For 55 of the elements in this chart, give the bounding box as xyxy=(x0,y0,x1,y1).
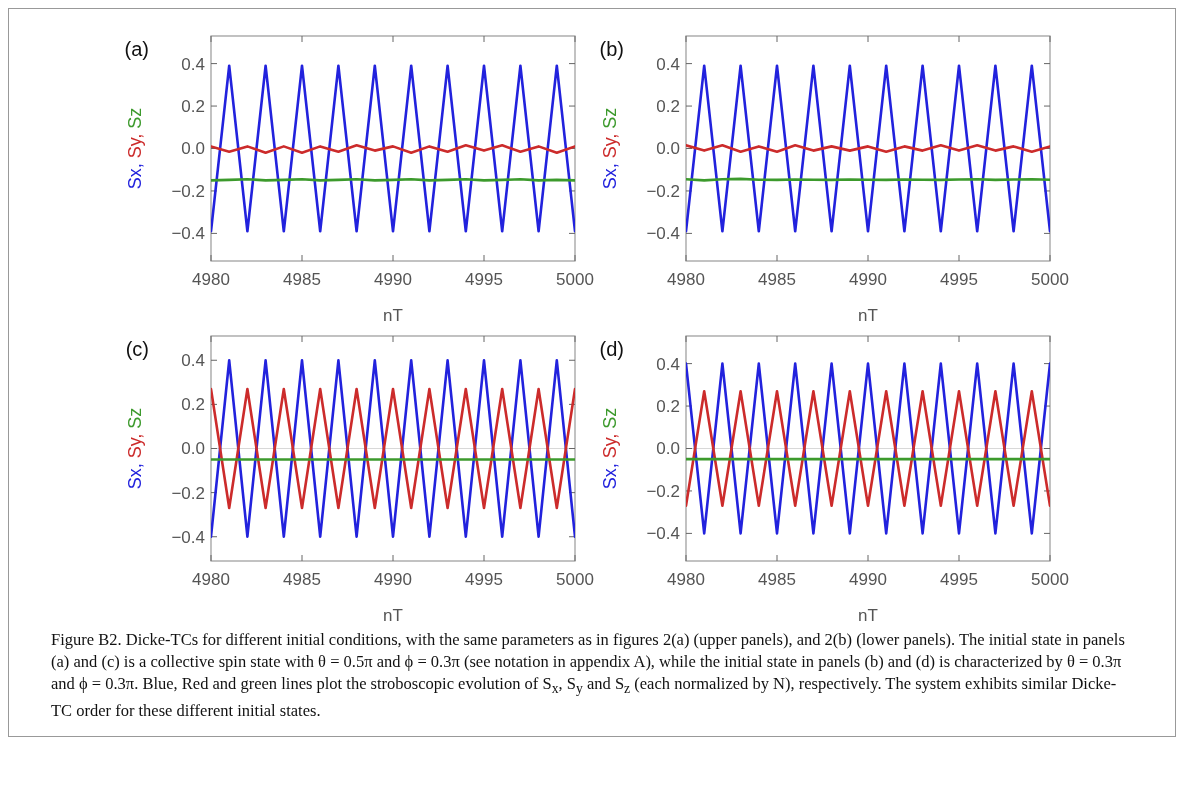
y-tick-label: 0.4 xyxy=(656,354,680,374)
y-tick-label: 0.0 xyxy=(181,139,205,159)
x-tick-label: 4995 xyxy=(940,270,978,289)
x-tick-label: 4980 xyxy=(192,270,230,289)
y-tick-label: 0.4 xyxy=(656,54,680,74)
x-tick-label: 4995 xyxy=(465,570,503,589)
y-tick-label: 0.2 xyxy=(181,395,205,415)
y-tick-label: −0.4 xyxy=(171,527,205,547)
y-tick-label: 0.4 xyxy=(181,54,205,74)
x-axis-title: nT xyxy=(858,606,878,625)
x-axis-title: nT xyxy=(858,306,878,325)
x-tick-label: 5000 xyxy=(556,570,594,589)
y-tick-label: −0.4 xyxy=(646,524,680,544)
x-tick-label: 4985 xyxy=(283,570,321,589)
y-tick-label: −0.2 xyxy=(171,181,205,201)
y-tick-label: 0.4 xyxy=(181,351,205,371)
x-tick-label: 4990 xyxy=(374,570,412,589)
x-tick-label: 4985 xyxy=(283,270,321,289)
x-tick-label: 4990 xyxy=(849,570,887,589)
y-tick-label: −0.2 xyxy=(646,181,680,201)
y-tick-label: −0.4 xyxy=(646,224,680,244)
y-tick-label: 0.0 xyxy=(181,439,205,459)
y-axis-title: Sx, Sy, Sz xyxy=(125,107,145,190)
x-tick-label: 4985 xyxy=(758,570,796,589)
chart-title: (d) xyxy=(599,338,624,360)
chart-title: (a) xyxy=(124,38,149,60)
y-axis-title: Sx, Sy, Sz xyxy=(125,407,145,490)
y-tick-label: −0.4 xyxy=(171,224,205,244)
y-tick-label: 0.0 xyxy=(656,139,680,159)
chart-title: (b) xyxy=(599,38,624,60)
chart-title: (c) xyxy=(125,338,149,360)
line-series xyxy=(211,144,575,155)
x-tick-label: 4980 xyxy=(667,570,705,589)
x-tick-label: 4990 xyxy=(849,270,887,289)
y-tick-label: 0.2 xyxy=(181,97,205,116)
text: Figure B2. Dicke-TCs for different initial conditions, with the same parameters as in figures 2(a) (upper panels), and 2(b) (lower panels). The initial state in panels (a) and (c) is a collective spin state with θ = 0.5π and ϕ = 0.3π (see notation in appendix A), while the initial state in panels (b) and (d) is characterized by θ = 0.3π and ϕ = 0.3π. Blue, Red and green lines plot the stroboscopic evolution of S$_{x}$, S$_{y}$ and S$_{z}$ (each normalized by N), respectively. The system exhibits similar Dicke-TC order for these different initial states. xyxy=(51,630,1125,721)
x-tick-label: 5000 xyxy=(1031,570,1069,589)
y-tick-label: 0.2 xyxy=(656,97,680,116)
x-axis-title: nT xyxy=(383,306,403,325)
y-tick-label: −0.2 xyxy=(646,481,680,501)
x-tick-label: 4985 xyxy=(758,270,796,289)
x-tick-label: 4980 xyxy=(667,270,705,289)
x-tick-label: 4995 xyxy=(465,270,503,289)
x-tick-label: 5000 xyxy=(1031,270,1069,289)
x-tick-label: 4980 xyxy=(192,570,230,589)
x-tick-label: 4995 xyxy=(940,570,978,589)
y-axis-title: Sx, Sy, Sz xyxy=(600,107,620,190)
y-tick-label: −0.2 xyxy=(171,483,205,503)
y-tick-label: 0.2 xyxy=(656,397,680,416)
y-axis-title: Sx, Sy, Sz xyxy=(600,407,620,490)
line-series xyxy=(686,144,1050,153)
x-tick-label: 4990 xyxy=(374,270,412,289)
x-tick-label: 5000 xyxy=(556,270,594,289)
x-axis-title: nT xyxy=(383,606,403,625)
y-tick-label: 0.0 xyxy=(656,439,680,459)
